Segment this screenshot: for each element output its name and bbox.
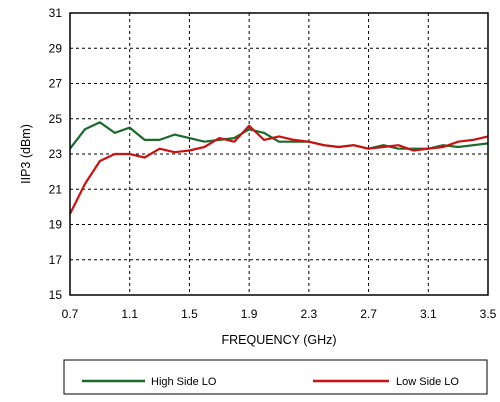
y-tick-labels: 15 17 19 21 23 25 27 29 31 [49,6,63,302]
y-tick-label: 21 [49,182,63,196]
x-tick-label: 3.5 [480,307,497,321]
x-axis-label: FREQUENCY (GHz) [221,333,336,347]
y-tick-label: 25 [49,112,63,126]
x-tick-label: 1.1 [121,307,138,321]
x-tick-label: 1.5 [181,307,198,321]
series-line-low-side-lo [69,124,489,215]
x-tick-label: 0.7 [62,307,79,321]
legend: High Side LO Low Side LO [63,359,488,395]
x-tick-labels: 0.7 1.1 1.5 1.9 2.3 2.7 3.1 3.5 [62,307,497,321]
y-tick-label: 15 [49,288,63,302]
y-axis-label: IIP3 (dBm) [19,124,33,184]
plot-area-frame [69,12,489,296]
series-lines [69,121,489,215]
legend-label-low-side-lo: Low Side LO [396,376,459,388]
y-tick-label: 19 [49,218,63,232]
y-tick-label: 17 [49,253,63,267]
y-tick-label: 23 [49,147,63,161]
x-tick-label: 2.3 [301,307,318,321]
x-tick-label: 1.9 [241,307,258,321]
x-tick-label: 2.7 [360,307,377,321]
series-line-high-side-lo [69,121,489,150]
legend-box [63,359,488,395]
y-tick-label: 27 [49,77,63,91]
grid-lines [70,13,488,295]
y-tick-label: 31 [49,6,63,20]
y-tick-label: 29 [49,41,63,55]
legend-label-high-side-lo: High Side LO [151,376,217,388]
x-tick-label: 3.1 [420,307,437,321]
